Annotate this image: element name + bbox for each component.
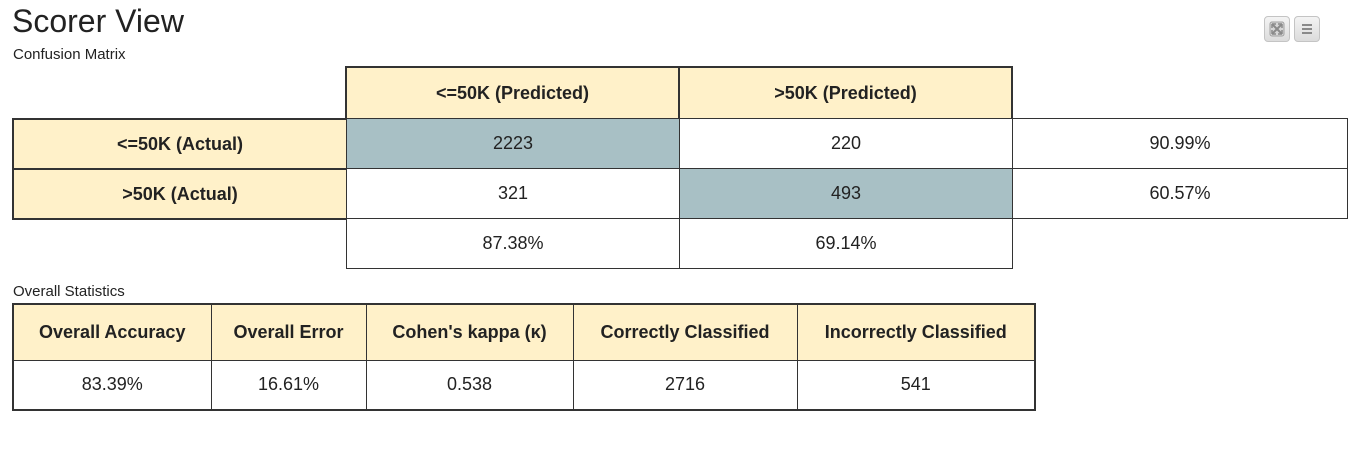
stat-value-accuracy: 83.39% <box>12 359 212 411</box>
stat-header-correct: Correctly Classified <box>572 303 798 361</box>
stat-header-error: Overall Error <box>210 303 367 361</box>
row-header-actual-high: >50K (Actual) <box>12 168 347 220</box>
cell-true-low: 2223 <box>346 118 680 169</box>
col-header-predicted-high: >50K (Predicted) <box>678 66 1013 120</box>
stat-header-incorrect: Incorrectly Classified <box>796 303 1036 361</box>
row-rate-low: 90.99% <box>1012 118 1348 169</box>
menu-icon <box>1302 24 1312 34</box>
stats-value-row: 83.39% 16.61% 0.538 2716 541 <box>12 359 1036 411</box>
overall-statistics-label: Overall Statistics <box>13 283 125 300</box>
view-toolbar <box>1264 16 1320 42</box>
expand-icon <box>1269 21 1285 37</box>
stat-value-error: 16.61% <box>210 359 367 411</box>
cell-true-high: 493 <box>679 168 1013 220</box>
cell-false-high: 220 <box>679 118 1013 169</box>
section-subtitle: Confusion Matrix <box>13 46 126 63</box>
stat-value-correct: 2716 <box>572 359 798 411</box>
col-header-predicted-low: <=50K (Predicted) <box>345 66 680 120</box>
menu-button[interactable] <box>1294 16 1320 42</box>
overall-statistics-table: Overall Accuracy Overall Error Cohen's k… <box>12 303 1036 411</box>
row-rate-high: 60.57% <box>1012 168 1348 219</box>
page-title: Scorer View <box>12 3 184 39</box>
stats-header-row: Overall Accuracy Overall Error Cohen's k… <box>12 303 1036 361</box>
stat-header-accuracy: Overall Accuracy <box>12 303 212 361</box>
expand-button[interactable] <box>1264 16 1290 42</box>
stat-value-kappa: 0.538 <box>365 359 574 411</box>
col-rate-high: 69.14% <box>679 218 1013 269</box>
stat-header-kappa: Cohen's kappa (κ) <box>365 303 574 361</box>
col-rate-low: 87.38% <box>346 218 680 269</box>
cell-false-low: 321 <box>346 168 680 220</box>
stat-value-incorrect: 541 <box>796 359 1036 411</box>
row-header-actual-low: <=50K (Actual) <box>12 118 347 170</box>
